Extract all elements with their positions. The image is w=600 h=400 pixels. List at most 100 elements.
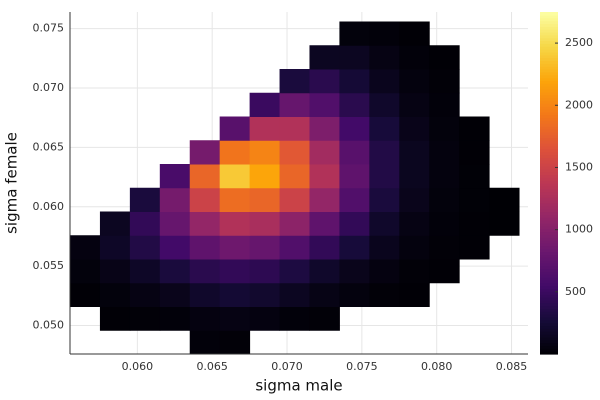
colorbar-tick-label: 2500 <box>565 36 593 49</box>
colorbar-segment <box>540 106 558 110</box>
heat-cell <box>369 164 400 189</box>
colorbar-segment <box>540 71 558 76</box>
colorbar-segment <box>540 148 558 153</box>
heat-cell <box>339 92 370 117</box>
colorbar-segment <box>540 134 558 138</box>
heat-cell <box>249 164 281 189</box>
colorbar-segment <box>540 342 558 347</box>
colorbar-segment <box>540 174 558 178</box>
colorbar-segment <box>540 248 558 252</box>
colorbar-segment <box>540 23 558 27</box>
heat-cell <box>129 306 161 331</box>
colorbar-segment <box>540 114 558 119</box>
colorbar-tick-label: 1000 <box>565 223 593 236</box>
colorbar-segment <box>540 108 558 113</box>
colorbar-segment <box>540 251 558 255</box>
heat-cell <box>399 164 430 189</box>
colorbar-segment <box>540 311 558 315</box>
heat-cell <box>249 282 281 307</box>
colorbar-segment <box>540 171 558 176</box>
heat-cell <box>309 116 340 141</box>
colorbar-segment <box>540 299 558 304</box>
colorbar-segment <box>540 31 558 36</box>
colorbar-segment <box>540 268 558 272</box>
colorbar-segment <box>540 97 558 101</box>
x-tick-label: 0.070 <box>271 360 303 373</box>
heat-cell <box>249 187 281 212</box>
heat-cell <box>129 259 161 284</box>
x-tick-label: 0.085 <box>496 360 528 373</box>
colorbar-segment <box>540 143 558 147</box>
heat-cell <box>309 235 340 260</box>
heat-cell <box>429 259 460 284</box>
colorbar-segment <box>540 168 558 173</box>
colorbar-segment <box>540 40 558 44</box>
heat-cell <box>219 306 251 331</box>
y-tick-label: 0.065 <box>33 140 65 153</box>
colorbar-segment <box>540 240 558 244</box>
heat-cell <box>369 211 400 236</box>
colorbar-segment <box>540 316 558 321</box>
heat-cell <box>369 235 400 260</box>
heat-cell <box>279 116 310 141</box>
heat-cell <box>279 69 310 94</box>
heat-cell <box>339 235 370 260</box>
colorbar-segment <box>540 259 558 264</box>
heat-cell <box>459 187 490 212</box>
heat-cell <box>459 235 490 260</box>
heat-cell <box>249 92 281 117</box>
x-tick-label: 0.080 <box>421 360 453 373</box>
heat-cell <box>339 45 370 70</box>
colorbar-segment <box>540 157 558 161</box>
heat-cell <box>159 306 191 331</box>
heat-cell <box>189 259 221 284</box>
colorbar-segment <box>540 314 558 318</box>
colorbar-segment <box>540 208 558 213</box>
colorbar-segment <box>540 191 558 195</box>
colorbar-segment <box>540 57 558 62</box>
colorbar-segment <box>540 183 558 187</box>
colorbar-segment <box>540 137 558 141</box>
colorbar-segment <box>540 180 558 184</box>
colorbar-segment <box>540 339 558 344</box>
colorbar-segment <box>540 322 558 327</box>
heat-cell <box>129 235 161 260</box>
heat-cell <box>339 21 370 46</box>
heat-cell <box>219 140 251 165</box>
heat-cell <box>429 187 460 212</box>
heat-cell <box>249 211 281 236</box>
heat-cell <box>429 69 460 94</box>
heat-cell <box>309 282 340 307</box>
colorbar-tick-label: 500 <box>565 285 586 298</box>
heat-cell <box>429 45 460 70</box>
colorbar-segment <box>540 91 558 96</box>
heat-cell <box>249 306 281 331</box>
colorbar-segment <box>540 294 558 298</box>
heat-cell <box>309 69 340 94</box>
colorbar-segment <box>540 214 558 218</box>
colorbar-segment <box>540 202 558 207</box>
heat-cell <box>399 211 430 236</box>
heat-cell <box>339 259 370 284</box>
colorbar-segment <box>540 200 558 204</box>
heat-cell <box>279 306 310 331</box>
heat-cell <box>279 187 310 212</box>
colorbar-segment <box>540 351 558 355</box>
heat-cell <box>309 259 340 284</box>
heat-cell <box>369 21 400 46</box>
heat-cell <box>429 211 460 236</box>
colorbar-segment <box>540 74 558 79</box>
heat-cell <box>219 330 251 355</box>
heat-cell <box>369 259 400 284</box>
colorbar-segment <box>540 20 558 24</box>
colorbar-segment <box>540 123 558 127</box>
heat-cell <box>279 140 310 165</box>
x-tick-label: 0.060 <box>122 360 154 373</box>
heat-cell <box>189 211 221 236</box>
colorbar-segment <box>540 160 558 164</box>
heat-cell <box>369 69 400 94</box>
colorbar-tick-label: 2000 <box>565 98 593 111</box>
heat-cell <box>459 164 490 189</box>
colorbar-segment <box>540 274 558 278</box>
